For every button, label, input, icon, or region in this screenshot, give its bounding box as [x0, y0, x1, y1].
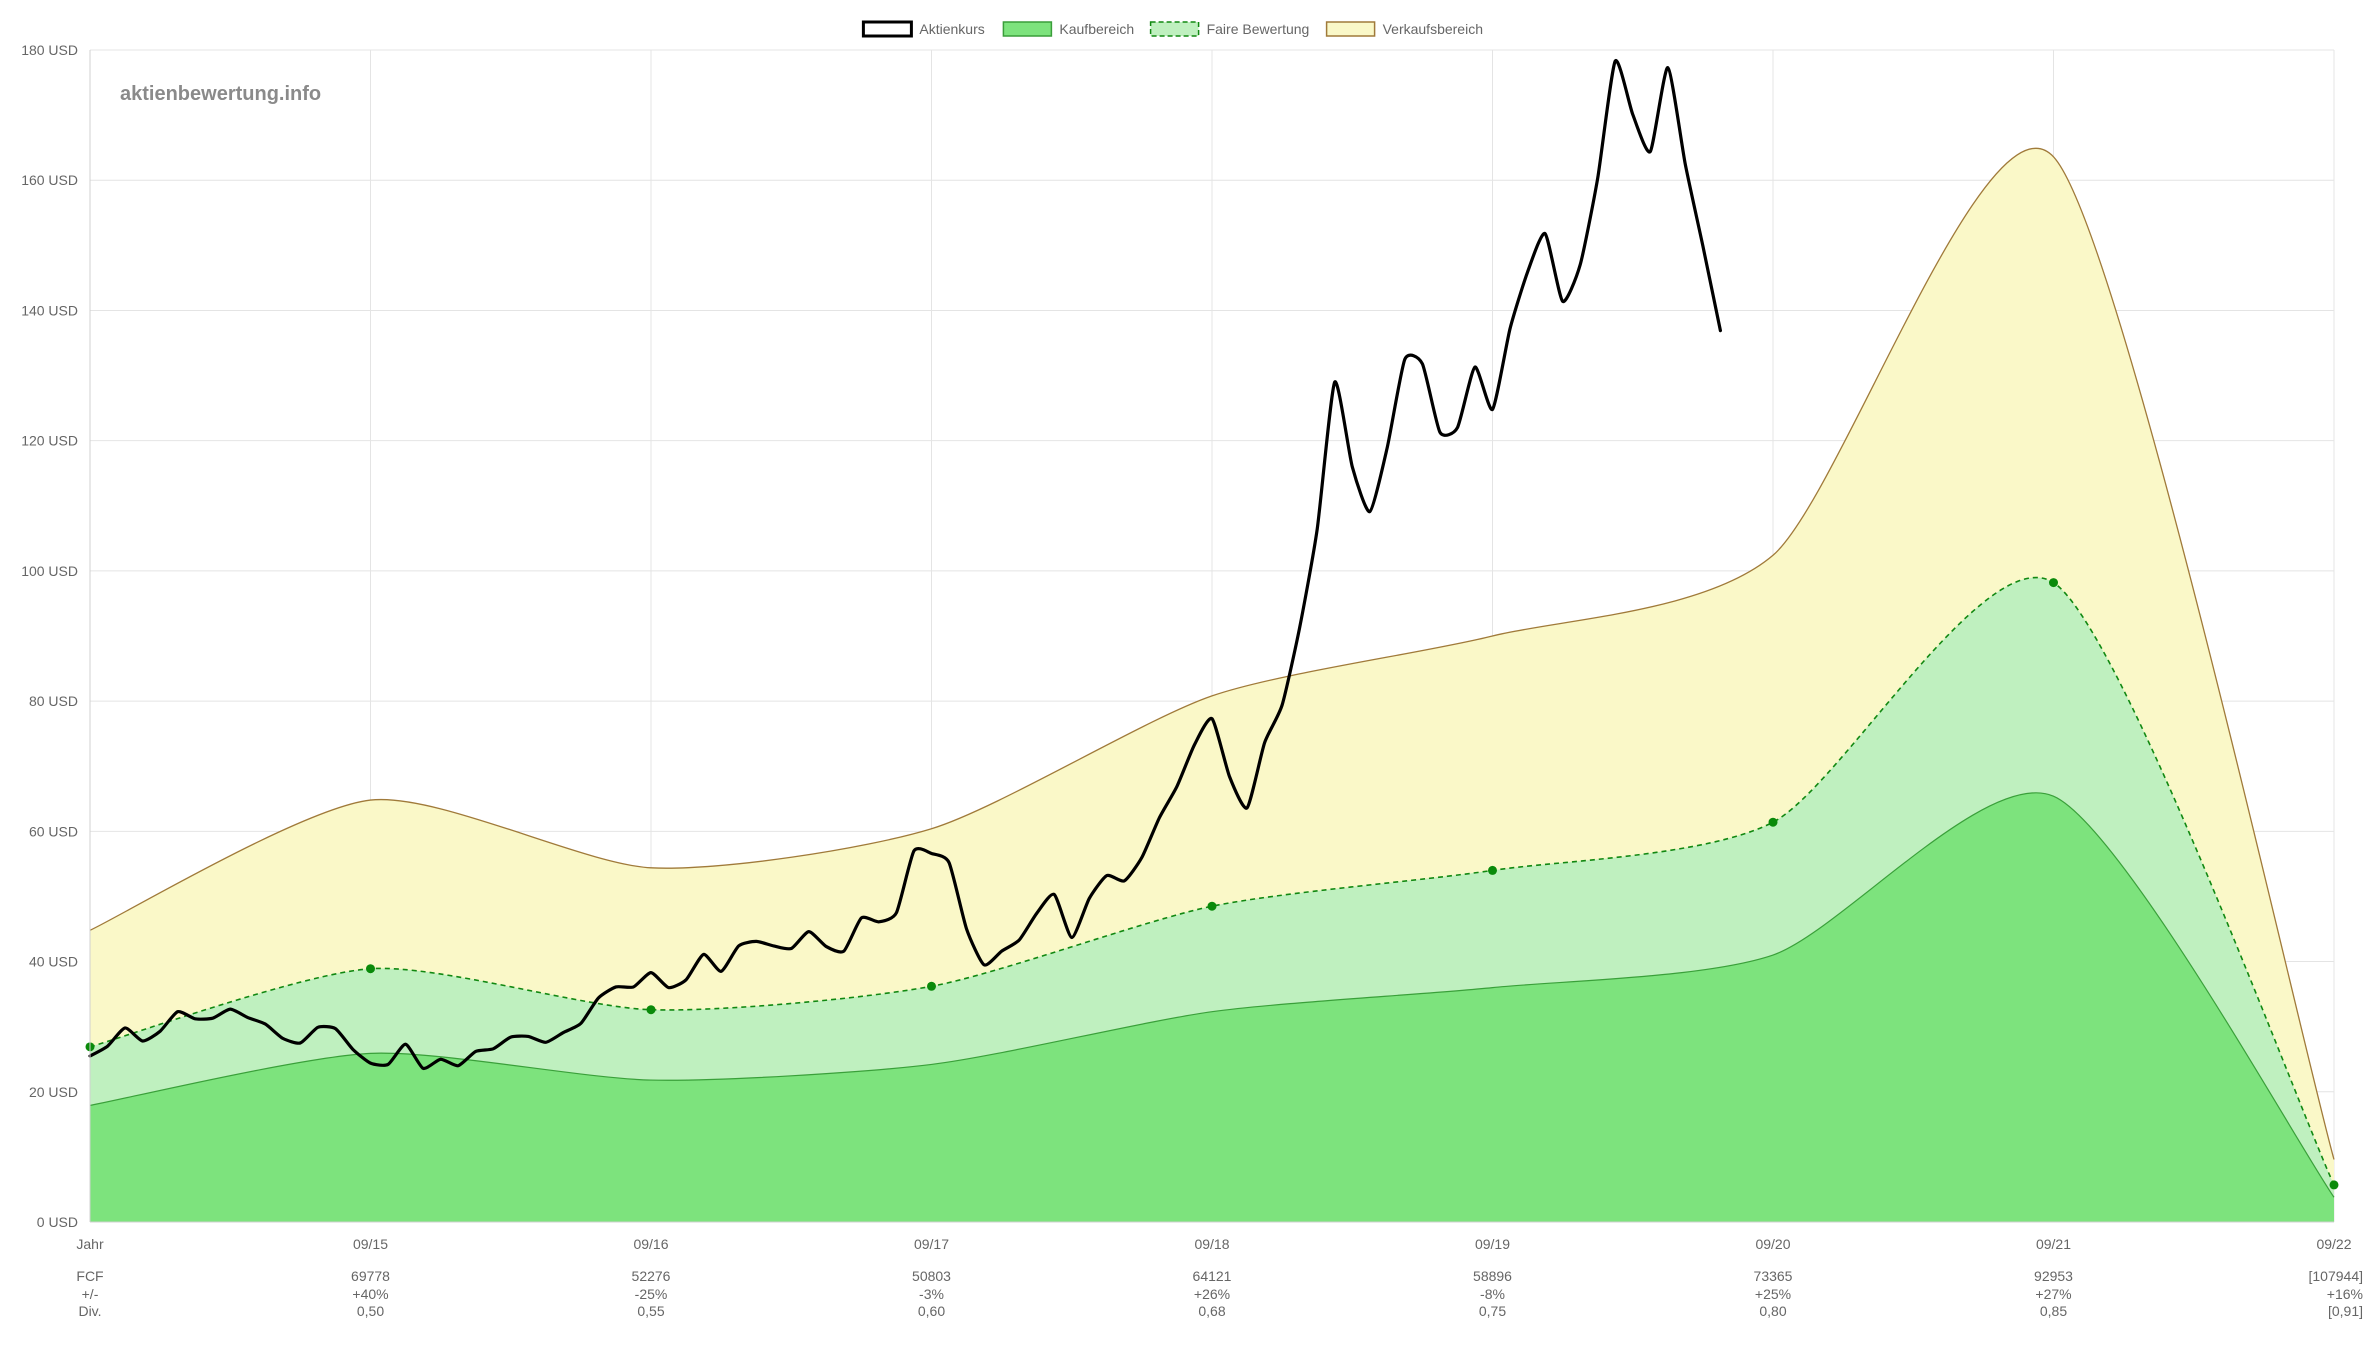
x-tick-label: 09/22	[2316, 1236, 2351, 1252]
x-tick-label: 09/20	[1755, 1236, 1790, 1252]
footer-cell: 52276	[632, 1268, 671, 1284]
y-tick-label: 0 USD	[37, 1214, 78, 1230]
footer-cell: +40%	[352, 1286, 388, 1302]
x-tick-label: 09/21	[2036, 1236, 2071, 1252]
legend-item: Verkaufsbereich	[1325, 21, 1483, 37]
y-tick-label: 100 USD	[21, 563, 78, 579]
x-tick-label: 09/19	[1475, 1236, 1510, 1252]
y-tick-label: 20 USD	[29, 1084, 78, 1100]
footer-cell: +26%	[1194, 1286, 1230, 1302]
footer-cell: +25%	[1755, 1286, 1791, 1302]
verkaufsbereich-line	[89, 147, 2335, 1160]
fair-value-point	[1768, 817, 1778, 827]
footer-cell: +27%	[2035, 1286, 2071, 1302]
x-tick-label: 09/15	[353, 1236, 388, 1252]
footer-cell: 0,80	[1759, 1303, 1786, 1319]
x-tick-label: Jahr	[76, 1236, 104, 1252]
kaufbereich-area	[90, 792, 2334, 1222]
fair-value-points	[85, 578, 2339, 1190]
legend-label: Verkaufsbereich	[1383, 21, 1483, 37]
footer-cell: [107944]	[2309, 1268, 2364, 1284]
fair-value-point	[2329, 1180, 2339, 1190]
footer-cell: [0,91]	[2328, 1303, 2363, 1319]
footer-cell: 0,55	[637, 1303, 664, 1319]
watermark-logo: aktienbewertung.info	[120, 83, 321, 105]
footer-cell: 58896	[1473, 1268, 1512, 1284]
aktienkurs-line	[88, 59, 1723, 1070]
legend: Aktienkurs Kaufbereich Faire Bewertung Verk…	[861, 20, 1483, 38]
footer-table: FCF 69778 52276 50803 64121 58896 73365 92953 [1…	[76, 1268, 2363, 1319]
footer-cell: 64121	[1193, 1268, 1232, 1284]
footer-cell: +16%	[2327, 1286, 2363, 1302]
footer-cell: 0,50	[357, 1303, 384, 1319]
fair-value-point	[2049, 578, 2058, 588]
fair-value-point	[1207, 901, 1217, 911]
axes: 0 USD 20 USD 40 USD 60 USD 80 USD 100 USD 120 …	[21, 42, 2352, 1252]
fair-value-point	[366, 964, 375, 974]
footer-cell: -3%	[919, 1286, 944, 1302]
legend-label: Aktienkurs	[919, 21, 984, 37]
footer-cell: 73365	[1754, 1268, 1793, 1284]
footer-cell: 69778	[351, 1268, 390, 1284]
x-tick-label: 09/18	[1194, 1236, 1229, 1252]
y-tick-label: 80 USD	[29, 693, 78, 709]
footer-cell: 0,85	[2040, 1303, 2067, 1319]
footer-row-label: FCF	[76, 1268, 103, 1284]
y-tick-label: 120 USD	[21, 433, 78, 449]
legend-label: Kaufbereich	[1059, 21, 1134, 37]
footer-row-label: +/-	[82, 1286, 99, 1302]
x-tick-label: 09/16	[633, 1236, 668, 1252]
kaufbereich-line	[89, 792, 2335, 1198]
footer-cell: 0,75	[1479, 1303, 1506, 1319]
y-tick-label: 180 USD	[21, 42, 78, 58]
legend-item: Faire Bewertung	[1149, 21, 1310, 37]
footer-cell: -25%	[635, 1286, 668, 1302]
y-tick-label: 40 USD	[29, 954, 78, 970]
lines	[88, 59, 2335, 1198]
footer-row-label: Div.	[78, 1303, 101, 1319]
legend-swatch	[1325, 21, 1376, 37]
y-tick-label: 60 USD	[29, 823, 78, 839]
legend-label: Faire Bewertung	[1207, 21, 1310, 37]
y-tick-label: 160 USD	[21, 172, 78, 188]
legend-swatch	[1149, 21, 1200, 37]
y-tick-label: 140 USD	[21, 302, 78, 318]
footer-cell: 50803	[912, 1268, 951, 1284]
areas	[90, 148, 2334, 1222]
footer-cell: 92953	[2034, 1268, 2073, 1284]
footer-cell: -8%	[1480, 1286, 1505, 1302]
fair-value-point	[646, 1005, 656, 1015]
footer-cell: 0,60	[918, 1303, 945, 1319]
x-tick-label: 09/17	[914, 1236, 949, 1252]
legend-swatch	[861, 20, 913, 38]
fair-value-point	[1488, 865, 1497, 875]
footer-cell: 0,68	[1198, 1303, 1225, 1319]
fair-value-point	[927, 981, 936, 991]
legend-item: Kaufbereich	[1002, 21, 1134, 37]
legend-swatch	[1002, 21, 1053, 37]
legend-item: Aktienkurs	[861, 20, 985, 38]
